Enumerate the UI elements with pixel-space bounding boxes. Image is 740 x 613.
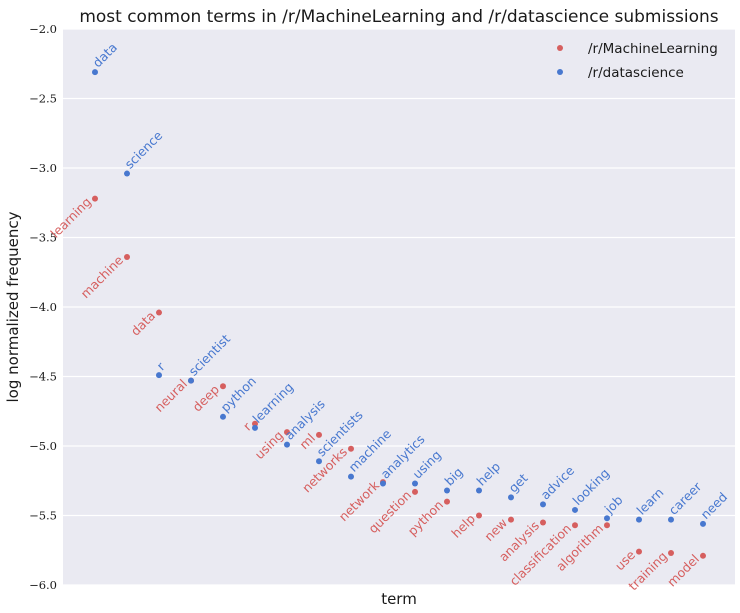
legend-label: /r/MachineLearning: [588, 41, 718, 57]
legend-label: /r/datascience: [588, 65, 684, 81]
legend-marker: [557, 45, 563, 51]
data-point: [316, 431, 322, 438]
y-tick-label: −5.5: [29, 509, 57, 523]
x-axis-label: term: [381, 590, 417, 608]
data-point: [508, 516, 514, 523]
chart-title: most common terms in /r/MachineLearning …: [79, 7, 718, 27]
data-point: [316, 458, 322, 465]
data-point: [124, 253, 130, 260]
data-point: [348, 445, 354, 452]
data-point: [572, 506, 578, 513]
data-point: [572, 522, 578, 529]
data-point: [700, 520, 706, 527]
data-point: [252, 420, 258, 427]
data-point: [476, 512, 482, 519]
y-tick-label: −3.5: [29, 231, 57, 245]
data-point: [220, 383, 226, 390]
data-point: [380, 480, 386, 487]
data-point: [348, 473, 354, 480]
y-tick-label: −3.0: [29, 161, 57, 175]
data-point: [284, 441, 290, 448]
data-point: [636, 548, 642, 555]
data-point: [284, 429, 290, 436]
data-point: [636, 516, 642, 523]
data-point: [540, 519, 546, 526]
data-point: [444, 498, 450, 505]
y-tick-label: −4.5: [29, 370, 57, 384]
y-axis-ticks: −6.0 −5.5 −5.0 −4.5 −4.0 −3.5 −3.0 −2.5 −2.0: [29, 22, 57, 592]
data-point: [604, 522, 610, 529]
data-point: [668, 550, 674, 557]
y-tick-label: −2.0: [29, 22, 57, 36]
data-point: [188, 377, 194, 384]
legend: /r/MachineLearning/r/datascience: [557, 41, 718, 81]
legend-marker: [557, 69, 563, 75]
data-point: [540, 501, 546, 508]
y-tick-label: −4.0: [29, 300, 57, 314]
data-point: [252, 424, 258, 431]
gridlines: [63, 28, 735, 586]
data-point: [412, 488, 418, 495]
data-point: [508, 494, 514, 501]
y-tick-label: −5.0: [29, 439, 57, 453]
data-point: [156, 372, 162, 379]
data-point: [668, 516, 674, 523]
y-tick-label: −6.0: [29, 578, 57, 592]
data-point: [220, 413, 226, 420]
data-point: [92, 69, 98, 76]
data-point: [92, 195, 98, 202]
y-axis-label: log normalized frequency: [4, 211, 22, 402]
data-point: [700, 552, 706, 559]
data-point: [156, 309, 162, 316]
data-point: [124, 170, 130, 177]
data-point: [412, 480, 418, 487]
y-tick-label: −2.5: [29, 92, 57, 106]
data-point: [604, 515, 610, 522]
data-point: [476, 487, 482, 494]
data-point: [444, 487, 450, 494]
